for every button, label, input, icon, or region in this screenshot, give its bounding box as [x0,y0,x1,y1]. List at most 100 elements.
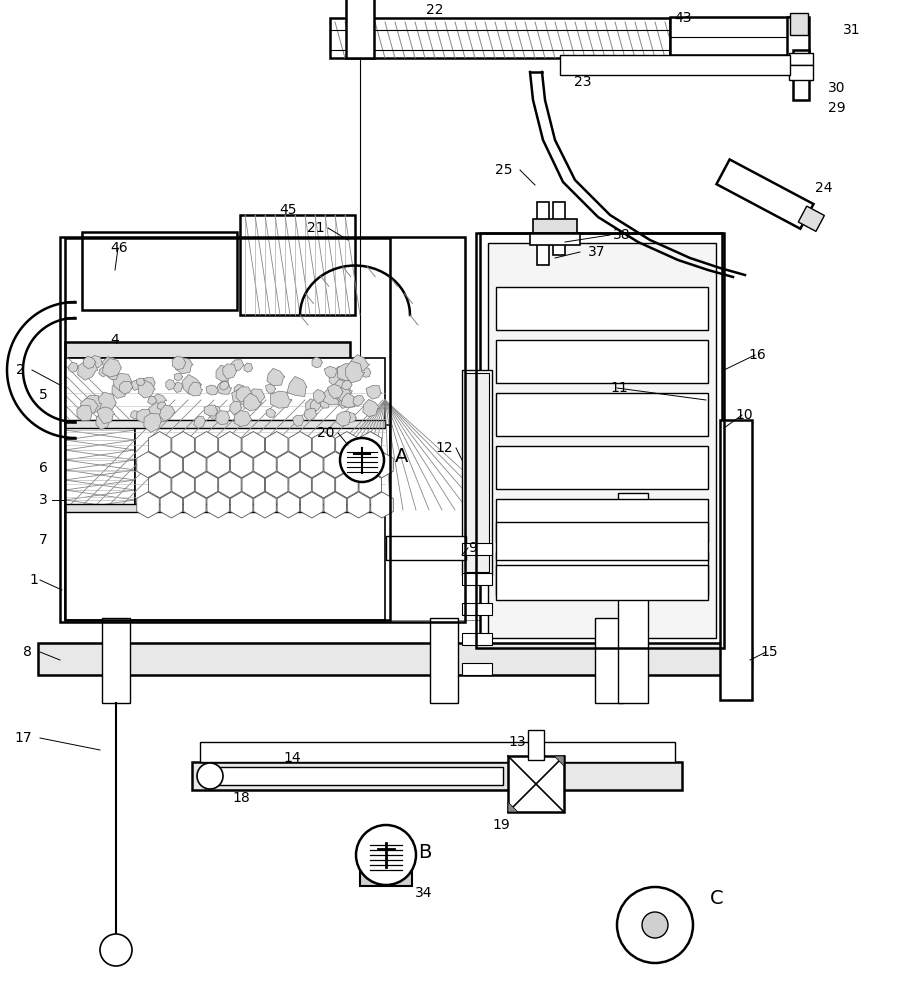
Bar [787,17,809,57]
Polygon shape [206,385,218,395]
Bar [82,232,237,310]
Polygon shape [204,405,218,416]
Polygon shape [69,362,78,372]
Bar [200,742,675,762]
Polygon shape [174,373,182,381]
Text: 3: 3 [40,493,48,507]
Polygon shape [277,452,299,478]
Bar [496,393,708,436]
Bar [496,499,708,542]
Bar [38,643,728,675]
Bar [465,373,489,572]
Text: 24: 24 [815,181,832,195]
Bar [728,646,752,668]
Polygon shape [337,363,359,381]
Polygon shape [335,389,346,399]
Text: 23: 23 [574,75,592,89]
Polygon shape [183,492,206,518]
Bar [462,663,492,675]
Bar [789,53,813,65]
Bar [789,65,813,80]
Polygon shape [148,472,171,498]
Polygon shape [207,492,229,518]
Polygon shape [137,492,159,518]
Bar [192,762,682,790]
Polygon shape [246,389,265,407]
Polygon shape [182,375,201,394]
Bar [533,219,577,233]
Bar [595,618,623,703]
Polygon shape [312,432,334,458]
Text: 18: 18 [232,791,250,805]
Text: 37: 37 [588,245,606,259]
Text: C: C [710,888,724,908]
Circle shape [100,934,132,966]
Bar [537,202,549,265]
Text: 2: 2 [16,363,25,377]
Polygon shape [188,382,202,396]
Polygon shape [218,472,241,498]
Polygon shape [267,368,285,386]
Polygon shape [137,452,159,478]
Text: 46: 46 [110,241,128,255]
Text: 29: 29 [828,101,846,115]
Bar [60,237,465,622]
Bar [65,238,390,620]
Text: 4: 4 [110,333,119,347]
Polygon shape [96,412,111,430]
Circle shape [197,763,223,789]
Polygon shape [159,405,175,421]
Text: 13: 13 [508,735,526,749]
Polygon shape [231,360,244,371]
Polygon shape [153,394,167,408]
Polygon shape [195,472,218,498]
Bar [717,159,814,229]
Polygon shape [216,411,230,425]
Polygon shape [329,370,347,387]
Text: 19: 19 [492,818,510,832]
Bar [240,215,355,315]
Bar [530,233,580,245]
Text: 6: 6 [40,461,48,475]
Polygon shape [172,432,194,458]
Polygon shape [335,472,358,498]
Circle shape [617,887,693,963]
Bar [462,603,492,615]
Polygon shape [108,370,119,379]
Text: 21: 21 [307,221,325,235]
Polygon shape [287,376,307,397]
Polygon shape [183,452,206,478]
Polygon shape [234,411,253,427]
Polygon shape [175,358,193,374]
Text: 30: 30 [828,81,845,95]
Text: 34: 34 [415,886,432,900]
Polygon shape [236,387,253,402]
Text: 31: 31 [843,23,860,37]
Circle shape [340,438,384,482]
Bar [65,510,385,620]
Polygon shape [244,393,262,411]
Polygon shape [143,377,156,389]
Bar [360,866,412,886]
Text: 43: 43 [674,11,691,25]
Bar [790,13,808,35]
Polygon shape [335,411,351,426]
Polygon shape [359,432,381,458]
Polygon shape [324,492,346,518]
Bar [462,633,492,645]
Polygon shape [81,398,99,415]
Polygon shape [320,398,330,408]
Bar [496,552,708,595]
Polygon shape [554,756,564,766]
Bar [496,446,708,489]
Polygon shape [300,452,323,478]
Polygon shape [131,380,140,390]
Bar [488,243,716,638]
Bar [65,504,385,512]
Polygon shape [218,432,241,458]
Bar [496,522,708,560]
Polygon shape [97,407,115,424]
Polygon shape [174,382,183,393]
Text: 12: 12 [435,441,453,455]
Polygon shape [160,452,182,478]
